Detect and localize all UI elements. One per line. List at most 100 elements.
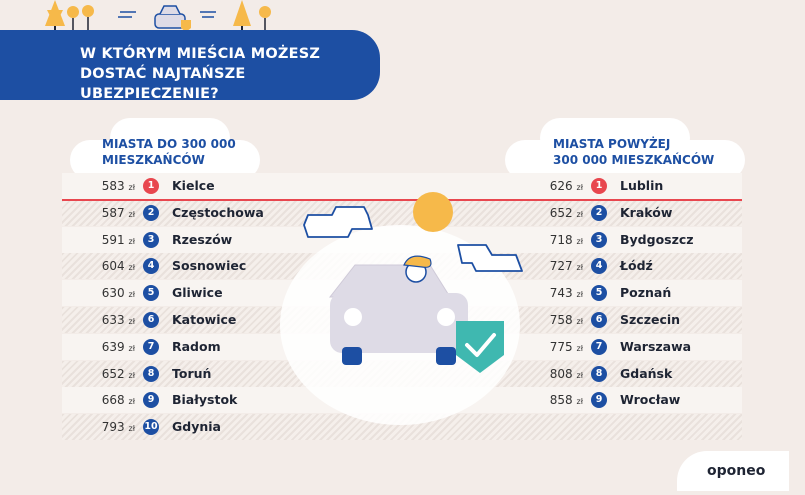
table-row [62,199,742,226]
currency-label: zł [576,263,583,273]
cloud-left-top [110,118,230,158]
rank-badge: 5 [591,285,607,302]
rank-badge: 3 [143,231,159,248]
currency-label: zł [128,424,135,434]
rank-badge: 2 [143,204,159,221]
rank-badge: 9 [143,392,159,409]
currency-label: zł [128,263,135,273]
city-name: Gliwice [172,285,223,301]
rank-badge: 1 [591,178,607,194]
price-number: 718 [549,232,573,247]
city-name: Katowice [172,312,237,327]
price-value: 758 zł [513,307,583,335]
price-value: 743 zł [513,280,583,308]
brand-logo: oponeo [677,451,789,491]
rank-badge: 8 [591,365,607,382]
price-value: 630 zł [65,280,135,308]
currency-label: zł [576,290,583,300]
left-column-heading: MIASTA DO 300 000 MIESZKAŃCÓW [102,137,236,167]
price-value: 626 zł [513,173,583,201]
currency-label: zł [128,370,135,380]
price-value: 652 zł [513,200,583,228]
price-number: 591 [101,232,125,247]
price-value: 858 zł [513,387,583,415]
currency-label: zł [576,209,583,219]
rank-badge: 6 [591,312,607,328]
price-number: 626 [549,179,573,193]
driver-icon [403,255,432,283]
rank-badge: 10 [143,419,159,436]
speed-lines-icon [118,11,136,18]
currency-label: zł [576,183,583,192]
price-value: 604 zł [65,253,135,281]
currency-label: zł [128,317,135,326]
currency-label: zł [128,183,135,192]
price-number: 630 [101,286,125,301]
price-number: 775 [549,339,573,354]
price-value: 587 zł [65,200,135,228]
rank-badge: 4 [591,258,607,275]
price-number: 858 [549,393,573,408]
price-value: 775 zł [513,334,583,362]
price-value: 718 zł [513,227,583,255]
cloud-right-top [540,118,690,158]
brand-name: oponeo [707,463,766,479]
speed-lines-icon [200,11,216,18]
price-value: 633 zł [65,307,135,335]
sun-icon [413,192,453,232]
price-number: 793 [101,420,125,435]
shield-check-icon [181,20,191,32]
currency-label: zł [128,397,135,407]
city-name: Gdańsk [620,365,673,381]
rank-badge: 4 [143,258,159,275]
price-value: 591 zł [65,227,135,255]
price-number: 758 [549,313,573,327]
currency-label: zł [128,290,135,300]
price-number: 587 [101,205,125,220]
price-value: 668 zł [65,387,135,415]
city-name: Szczecin [620,312,681,327]
rank-badge: 3 [591,231,607,248]
price-value: 583 zł [65,173,135,201]
city-name: Kraków [620,204,673,220]
currency-label: zł [128,209,135,219]
car-icon [154,5,186,29]
price-number: 652 [549,205,573,220]
rank-badge: 7 [591,338,607,355]
currency-label: zł [576,236,583,246]
rank-badge: 9 [591,392,607,409]
currency-label: zł [128,343,135,353]
header-illustration [45,0,271,32]
city-name: Kielce [172,178,215,193]
rank-badge: 8 [143,365,159,382]
city-name: Warszawa [620,338,692,354]
city-name: Toruń [172,365,212,381]
title-line-1: W KTÓRYM MIEŚCIA MOŻESZ [80,46,321,62]
city-name: Bydgoszcz [620,231,694,247]
city-name: Gdynia [172,419,221,435]
price-number: 652 [101,366,125,381]
city-name: Białystok [172,392,238,408]
city-name: Częstochowa [172,204,264,220]
currency-label: zł [576,317,583,326]
currency-label: zł [128,236,135,246]
price-number: 639 [101,339,125,354]
title-line-2: DOSTAĆ NAJTAŃSZE UBEZPIECZENIE? [80,66,246,102]
price-value: 639 zł [65,334,135,362]
car-illustration [280,192,523,425]
currency-label: zł [576,397,583,407]
rank-badge: 7 [143,338,159,355]
city-name: Łódź [620,258,653,274]
cloud-icon [457,244,523,272]
rank-badge: 5 [143,285,159,302]
price-number: 668 [101,393,125,408]
tree-icon [45,0,65,31]
tree-icon [233,0,271,31]
price-value: 793 zł [65,414,135,442]
price-number: 743 [549,286,573,301]
currency-label: zł [576,343,583,353]
price-number: 633 [101,313,125,327]
price-number: 583 [101,179,125,193]
price-number: 604 [101,259,125,274]
rank-badge: 6 [143,312,159,328]
